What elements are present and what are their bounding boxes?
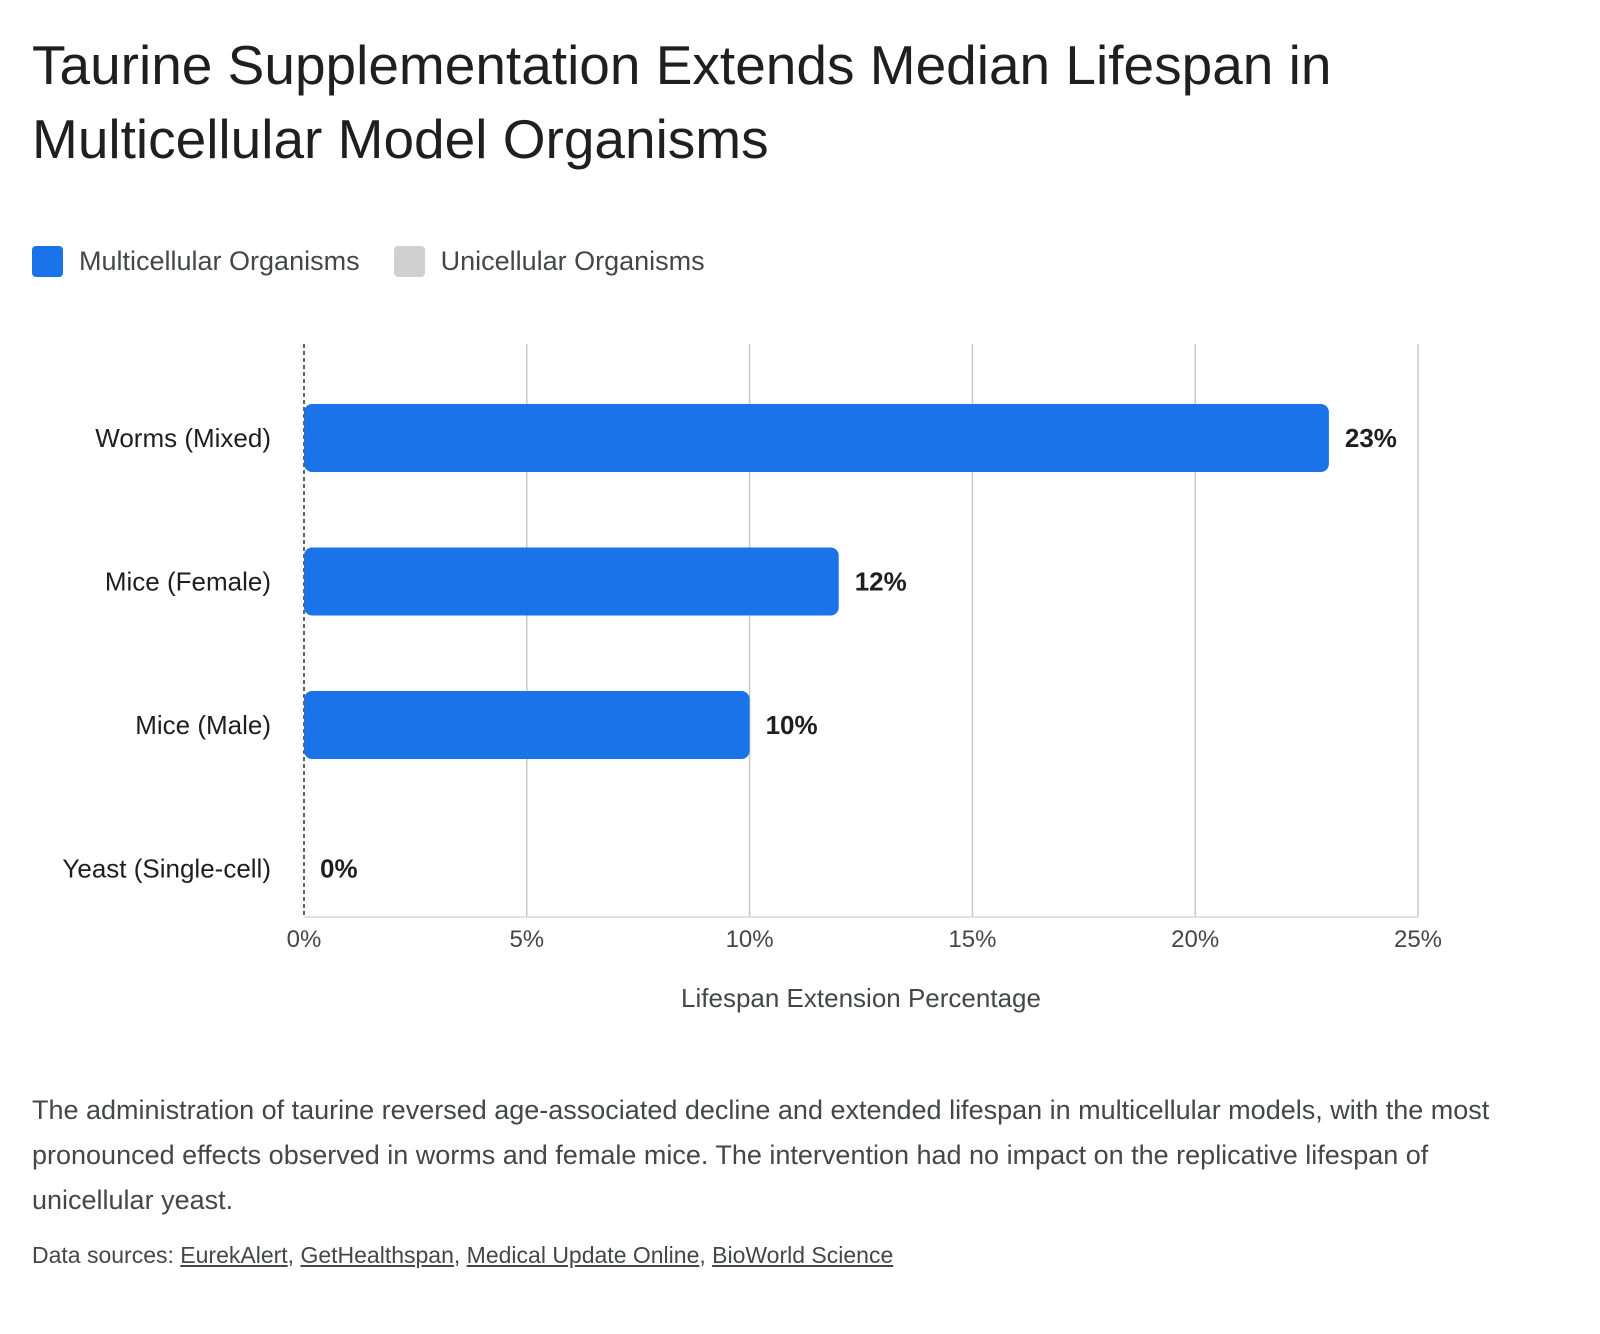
x-tick-label: 20% [1171,926,1219,953]
bar-value-label: 23% [1345,423,1397,453]
legend-swatch-multicellular [32,246,63,277]
x-tick-label: 15% [948,926,996,953]
bar [304,404,1329,472]
x-tick-label: 10% [726,926,774,953]
x-tick-label: 0% [287,926,322,953]
y-category-label: Worms (Mixed) [95,423,271,453]
chart-caption: The administration of taurine reversed a… [32,1095,1490,1215]
x-axis-title: Lifespan Extension Percentage [681,983,1041,1013]
legend-label-unicellular: Unicellular Organisms [440,246,705,276]
source-link-bioworld-science[interactable]: BioWorld Science [712,1242,894,1268]
source-link-gethealthspan[interactable]: GetHealthspan [300,1242,454,1268]
source-separator: , [287,1242,301,1268]
legend-item-multicellular: Multicellular Organisms [32,246,360,277]
source-link-medical-update-online[interactable]: Medical Update Online [466,1242,700,1268]
source-separator: , [453,1242,467,1268]
bar [304,691,750,759]
x-tick-label: 25% [1394,926,1442,953]
data-sources: Data sources: EurekAlert, GetHealthspan,… [32,1242,893,1269]
chart-title: Taurine Supplementation Extends Median L… [32,34,1332,170]
data-sources-prefix: Data sources: [32,1242,181,1268]
legend-swatch-unicellular [393,246,425,277]
bar-value-label: 0% [320,854,358,884]
source-link-eurekalert[interactable]: EurekAlert [180,1242,288,1268]
bar-chart: 0% 5% 10% 15% 20% 25% Lifespan Extension Perce… [62,344,1442,1013]
bar-value-label: 10% [766,710,818,740]
y-category-label: Mice (Male) [135,710,271,740]
legend-label-multicellular: Multicellular Organisms [79,246,360,276]
y-category-label: Yeast (Single-cell) [62,854,271,884]
bar [304,547,839,616]
x-tick-label: 5% [509,926,544,953]
bar-value-label: 12% [855,567,907,597]
y-category-label: Mice (Female) [105,567,271,597]
legend: Multicellular Organisms Unicellular Orga… [32,246,705,277]
source-separator: , [699,1242,713,1268]
legend-item-unicellular: Unicellular Organisms [393,246,705,277]
